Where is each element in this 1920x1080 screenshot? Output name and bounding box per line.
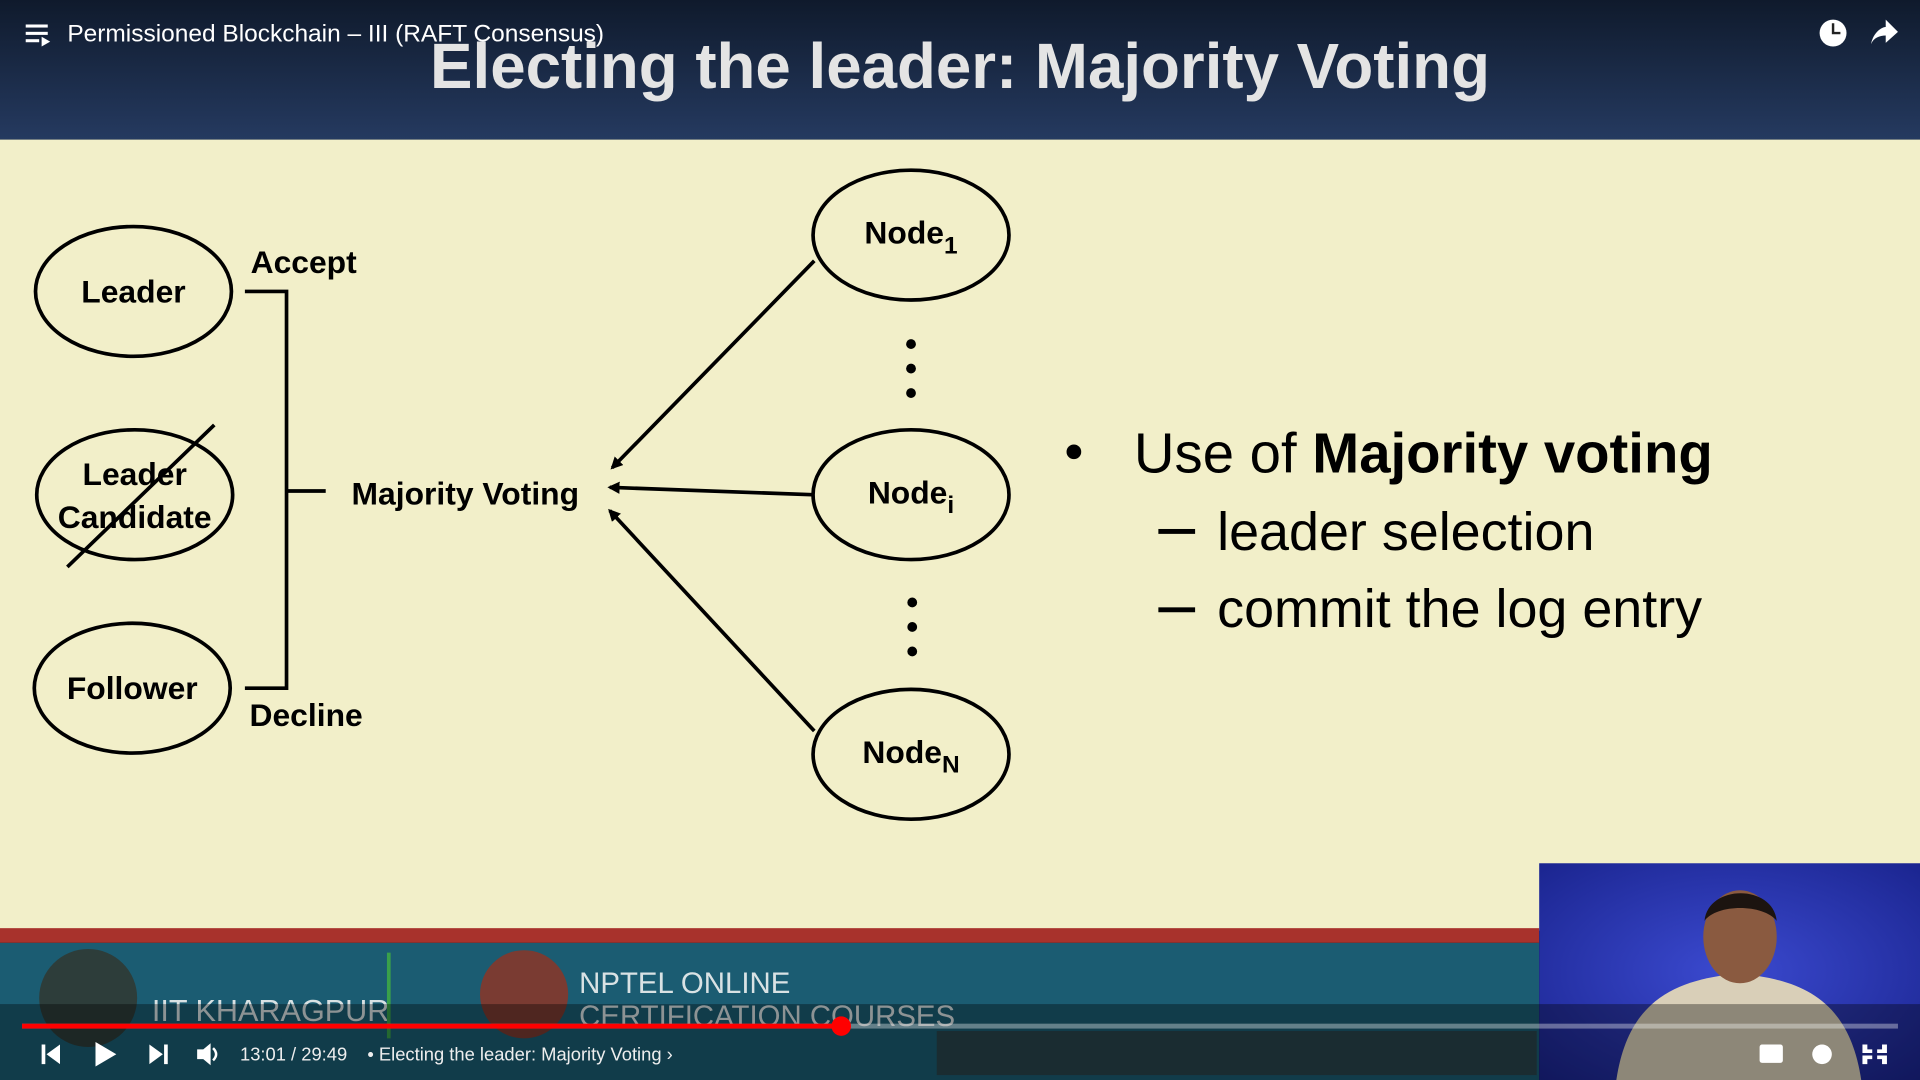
- strike-line: [66, 423, 216, 569]
- play-button[interactable]: [95, 1042, 117, 1067]
- arrow: [608, 508, 816, 733]
- presenter-body: [1616, 973, 1862, 1080]
- decline-label: Decline: [250, 697, 363, 733]
- divider: [386, 952, 391, 1039]
- subitem: commit the log entry: [1217, 579, 1702, 639]
- role-label: Candidate: [58, 499, 212, 535]
- arrow: [607, 481, 812, 497]
- node-subscript: i: [947, 492, 954, 519]
- clock-hand: [1831, 23, 1841, 35]
- progress-track[interactable]: [22, 1023, 1898, 1029]
- role-label: Leader: [81, 273, 185, 309]
- footer-stripe: [0, 928, 1540, 943]
- annotation-toolbar: [936, 1031, 1537, 1076]
- chapter-title[interactable]: • Electing the leader: Majority Voting ›: [367, 1043, 672, 1064]
- role-ellipse: [33, 224, 234, 359]
- slide-body: [0, 139, 1920, 931]
- time-display: 13:01 / 29:49: [240, 1043, 347, 1064]
- share-icon[interactable]: [1871, 19, 1898, 45]
- playlist-icon[interactable]: [25, 24, 51, 47]
- dash: [1158, 528, 1196, 534]
- previous-button[interactable]: [41, 1044, 60, 1065]
- next-button[interactable]: [149, 1044, 168, 1065]
- node-ellipse: [811, 427, 1011, 562]
- node-ellipse: [811, 687, 1011, 822]
- volume-button[interactable]: [197, 1043, 211, 1066]
- role-label: Follower: [67, 670, 198, 706]
- node-ellipse: [811, 168, 1011, 302]
- dash: [1158, 607, 1196, 613]
- settings-button[interactable]: [1812, 1044, 1832, 1065]
- iit-logo: [39, 948, 138, 1047]
- captions-button[interactable]: [1759, 1044, 1783, 1063]
- slide-title: Electing the leader: Majority Voting: [430, 31, 1490, 102]
- bullet-text: Use of Majority voting: [1134, 422, 1713, 485]
- bracket: [244, 289, 326, 690]
- volume-wave: [212, 1047, 218, 1062]
- subitem: leader selection: [1217, 502, 1594, 562]
- presenter-hair: [1704, 893, 1777, 921]
- node-label: Nodei: [868, 474, 954, 519]
- role-ellipse: [32, 621, 233, 755]
- node-name: Node: [868, 474, 948, 510]
- nptel-line1: NPTEL ONLINE: [579, 967, 790, 1000]
- role-label: Leader: [83, 456, 187, 492]
- diagram: [32, 168, 1011, 822]
- scrubber[interactable]: [831, 1016, 852, 1036]
- ellipsis-dots: [906, 339, 918, 657]
- bullet-bold: Majority voting: [1312, 422, 1712, 485]
- node-name: Node: [864, 215, 944, 251]
- node-name: Node: [862, 734, 942, 770]
- majority-label: Majority Voting: [352, 475, 580, 511]
- bullet-dot: [1066, 444, 1082, 460]
- role-ellipse: [34, 427, 235, 562]
- presenter-head: [1703, 890, 1777, 984]
- arrow: [610, 259, 816, 470]
- institute: IIT KHARAGPUR: [152, 994, 390, 1028]
- accept-label: Accept: [251, 244, 358, 280]
- node-subscript: N: [942, 752, 960, 779]
- node-label: Node1: [864, 215, 957, 260]
- node-label: NodeN: [862, 734, 959, 779]
- progress-played: [22, 1023, 842, 1029]
- slide-header: [0, 0, 1920, 140]
- nptel-logo: [480, 950, 569, 1039]
- node-subscript: 1: [944, 232, 958, 259]
- video-title: Permissioned Blockchain – III (RAFT Cons…: [67, 21, 604, 48]
- bullet-prefix: Use of: [1134, 422, 1312, 485]
